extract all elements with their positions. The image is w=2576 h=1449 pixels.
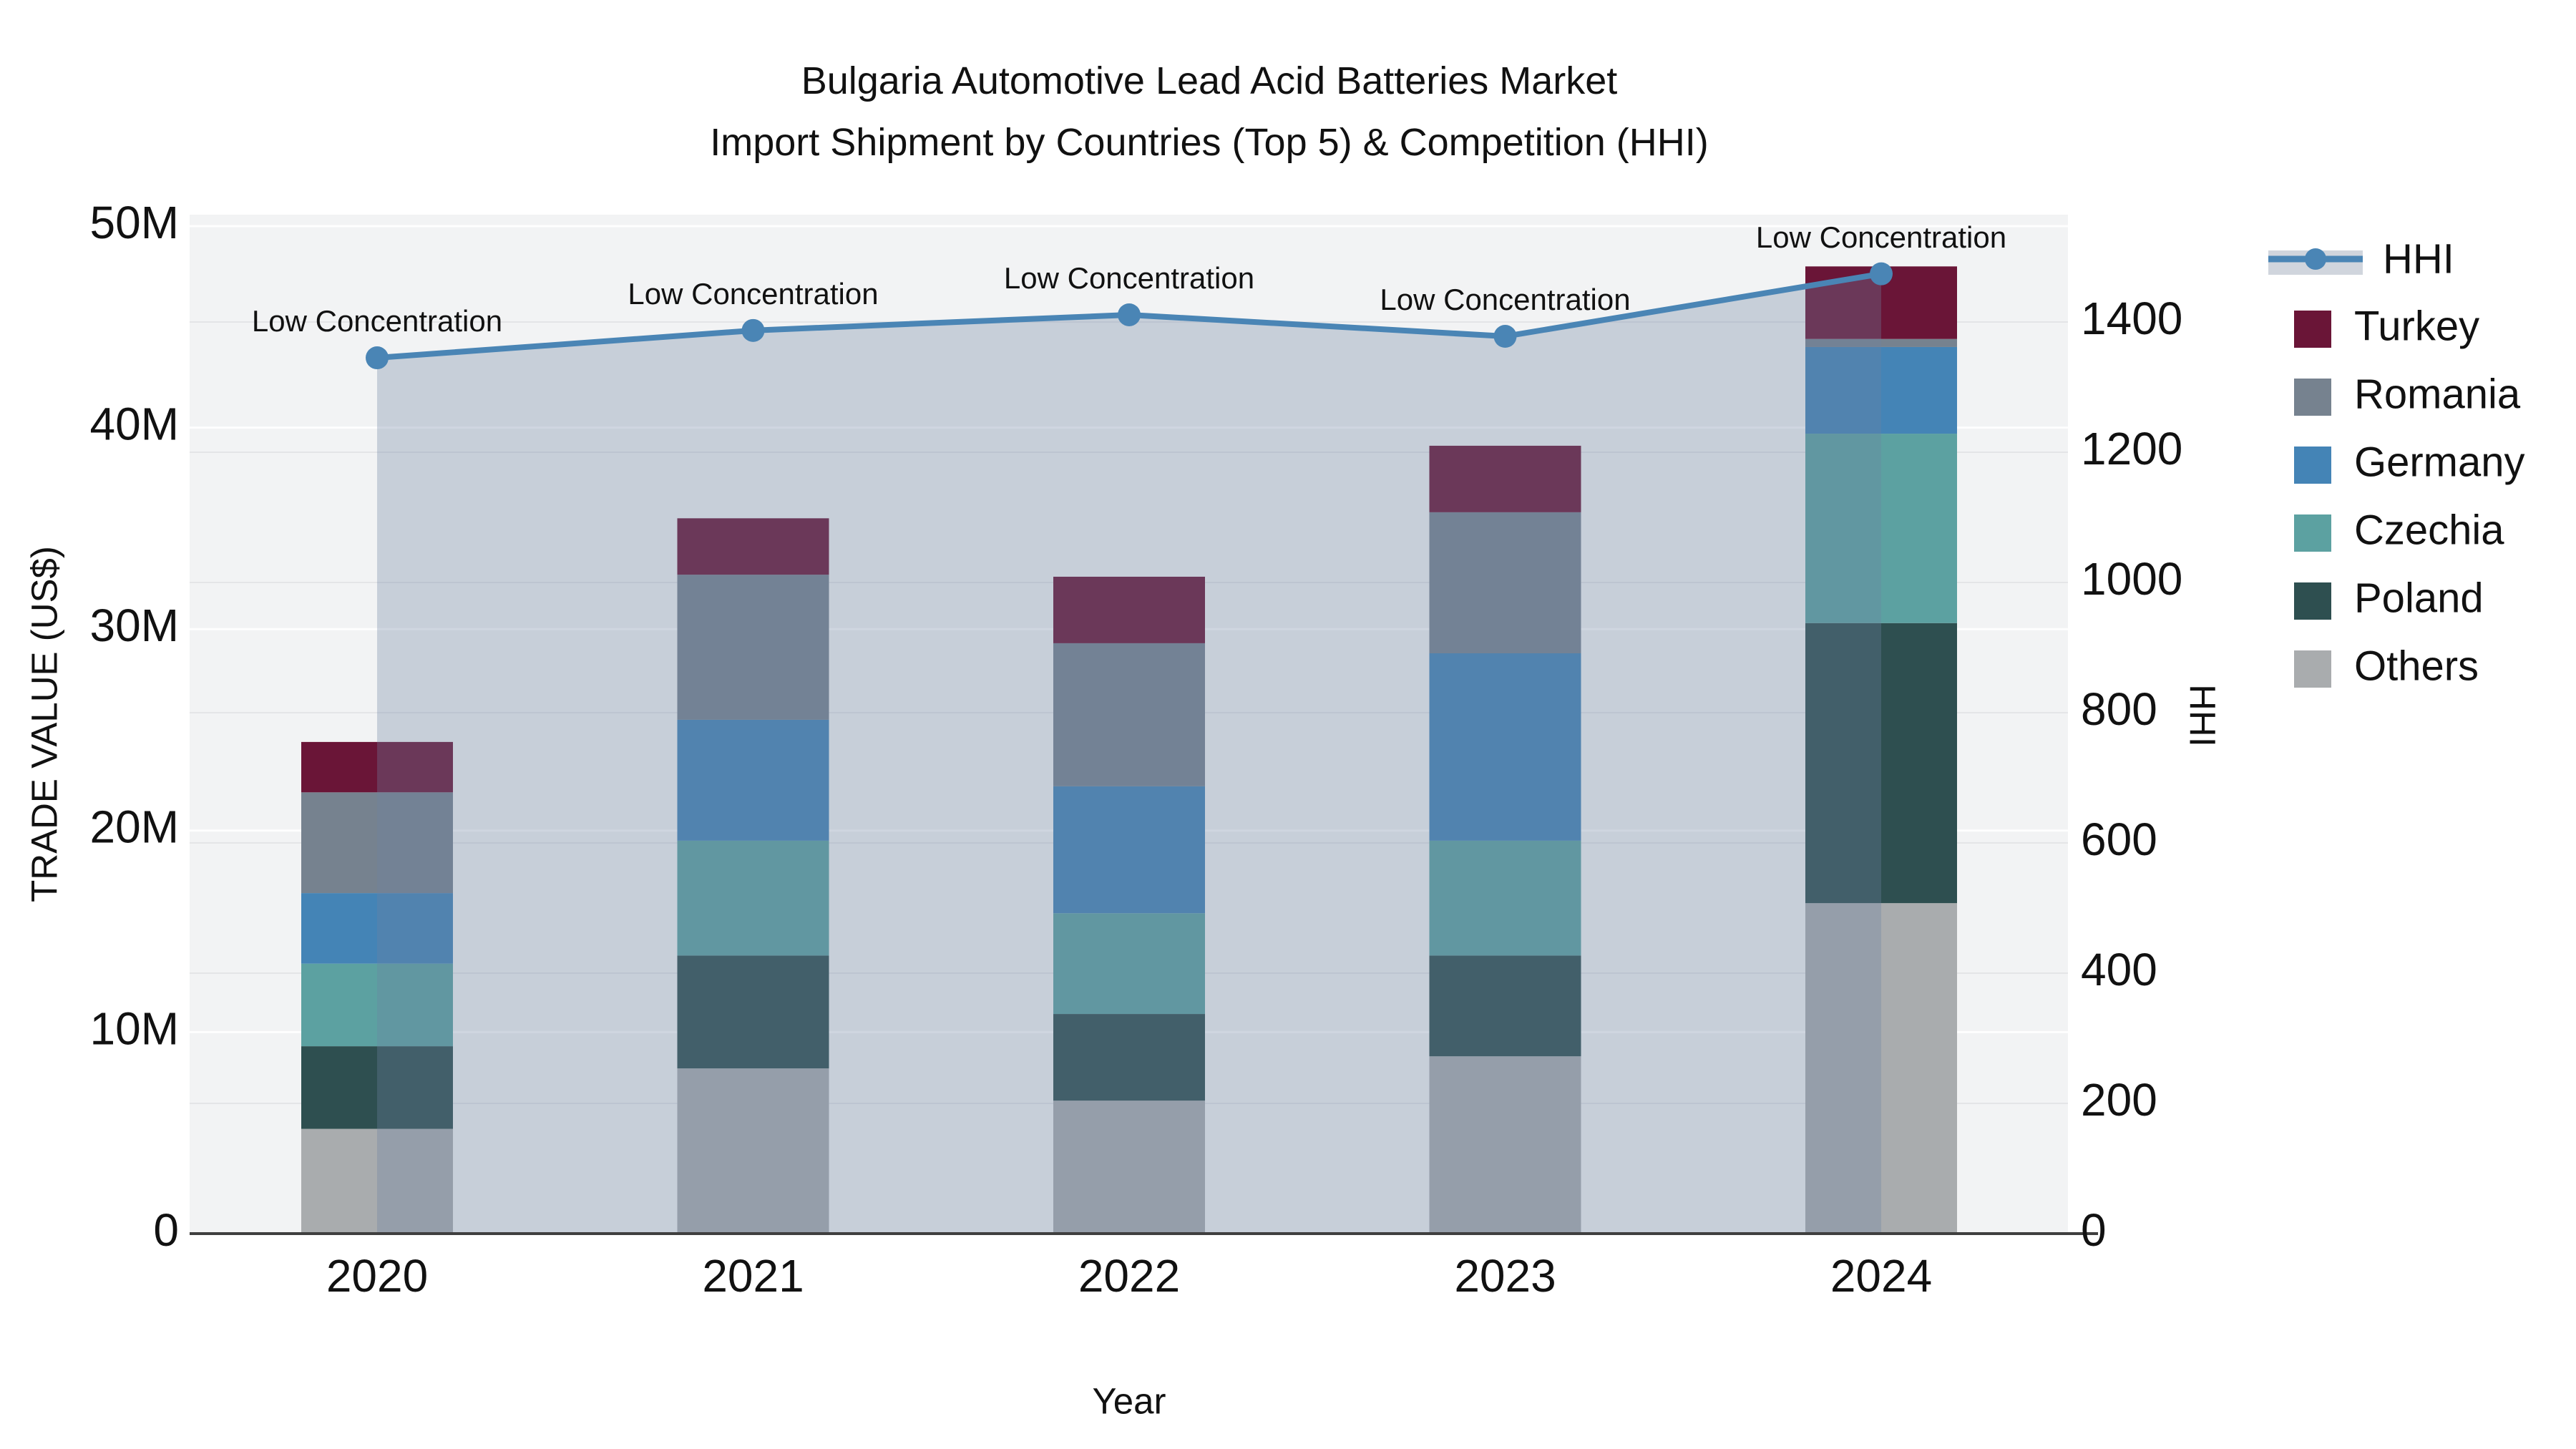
y-right-tick: 1000 bbox=[2081, 553, 2182, 605]
bar-segment-poland-2024[interactable] bbox=[1805, 623, 1957, 904]
bar-segment-romania-2020[interactable] bbox=[301, 792, 453, 894]
x-tick-2021: 2021 bbox=[702, 1250, 804, 1302]
hhi-area-fill bbox=[377, 273, 1881, 1234]
y-left-tick: 10M bbox=[90, 1002, 180, 1054]
annotation-low-concentration: Low Concentration bbox=[1004, 261, 1254, 295]
bar-segment-turkey-2022[interactable] bbox=[1053, 576, 1205, 643]
legend-label-czechia[interactable]: Czechia bbox=[2354, 507, 2504, 553]
hhi-marker-2023[interactable] bbox=[1493, 325, 1517, 348]
bar-segment-czechia-2021[interactable] bbox=[677, 840, 829, 956]
legend-label-others[interactable]: Others bbox=[2354, 643, 2479, 689]
hhi-marker-2022[interactable] bbox=[1118, 303, 1141, 326]
annotation-low-concentration: Low Concentration bbox=[628, 277, 878, 311]
bar-segment-turkey-2020[interactable] bbox=[301, 741, 453, 793]
legend-label-romania[interactable]: Romania bbox=[2354, 371, 2521, 417]
bar-segment-germany-2023[interactable] bbox=[1429, 653, 1581, 841]
bar-segment-romania-2024[interactable] bbox=[1805, 338, 1957, 347]
bar-segment-czechia-2023[interactable] bbox=[1429, 840, 1581, 956]
bar-segment-germany-2022[interactable] bbox=[1053, 786, 1205, 914]
legend-hhi-marker-swatch bbox=[2305, 248, 2326, 270]
legend-label-poland[interactable]: Poland bbox=[2354, 575, 2484, 621]
bar-segment-germany-2020[interactable] bbox=[301, 893, 453, 964]
annotation-low-concentration: Low Concentration bbox=[252, 304, 502, 338]
bar-segment-poland-2023[interactable] bbox=[1429, 955, 1581, 1057]
bar-segment-czechia-2020[interactable] bbox=[301, 963, 453, 1047]
x-tick-2024: 2024 bbox=[1830, 1250, 1932, 1302]
x-tick-2023: 2023 bbox=[1454, 1250, 1556, 1302]
hhi-marker-2021[interactable] bbox=[741, 318, 765, 342]
legend-label-germany[interactable]: Germany bbox=[2354, 439, 2525, 485]
y-left-tick: 20M bbox=[90, 801, 180, 853]
y-right-tick: 600 bbox=[2081, 814, 2157, 865]
legend-swatch-others[interactable] bbox=[2294, 650, 2331, 688]
bar-segment-others-2020[interactable] bbox=[301, 1128, 453, 1234]
x-tick-2020: 2020 bbox=[326, 1250, 428, 1302]
y-right-tick: 800 bbox=[2081, 683, 2157, 735]
bar-segment-poland-2020[interactable] bbox=[301, 1046, 453, 1129]
y-right-tick: 0 bbox=[2081, 1204, 2107, 1256]
bar-segment-others-2023[interactable] bbox=[1429, 1056, 1581, 1234]
bar-segment-turkey-2021[interactable] bbox=[677, 518, 829, 575]
y-right-tick: 400 bbox=[2081, 944, 2157, 995]
legend-swatch-turkey[interactable] bbox=[2294, 311, 2331, 348]
y-right-tick: 200 bbox=[2081, 1074, 2157, 1126]
chart-title: Bulgaria Automotive Lead Acid Batteries … bbox=[0, 50, 2419, 173]
y-right-tick: 1200 bbox=[2081, 423, 2182, 474]
legend-swatch-czechia[interactable] bbox=[2294, 514, 2331, 552]
bar-segment-poland-2022[interactable] bbox=[1053, 1014, 1205, 1101]
x-tick-2022: 2022 bbox=[1078, 1250, 1180, 1302]
bar-segment-romania-2023[interactable] bbox=[1429, 512, 1581, 653]
hhi-marker-2024[interactable] bbox=[1870, 262, 1893, 286]
legend-label-hhi[interactable]: HHI bbox=[2383, 235, 2454, 282]
annotation-low-concentration: Low Concentration bbox=[1756, 220, 2006, 254]
bar-segment-germany-2021[interactable] bbox=[677, 719, 829, 841]
bar-segment-czechia-2022[interactable] bbox=[1053, 913, 1205, 1015]
legend-swatch-romania[interactable] bbox=[2294, 379, 2331, 416]
y-left-tick: 0 bbox=[153, 1204, 179, 1256]
bar-segment-germany-2024[interactable] bbox=[1805, 346, 1957, 434]
bar-segment-others-2024[interactable] bbox=[1805, 903, 1957, 1234]
bar-segment-romania-2021[interactable] bbox=[677, 575, 829, 720]
x-axis-title: Year bbox=[1092, 1380, 1166, 1422]
bar-segment-turkey-2023[interactable] bbox=[1429, 445, 1581, 512]
legend-swatch-poland[interactable] bbox=[2294, 582, 2331, 620]
bar-segment-poland-2021[interactable] bbox=[677, 955, 829, 1069]
legend-label-turkey[interactable]: Turkey bbox=[2354, 303, 2479, 349]
y-left-tick: 30M bbox=[90, 600, 180, 651]
bar-segment-czechia-2024[interactable] bbox=[1805, 434, 1957, 623]
bar-segment-romania-2022[interactable] bbox=[1053, 643, 1205, 786]
chart-title-line2: Import Shipment by Countries (Top 5) & C… bbox=[710, 121, 1709, 164]
bar-segment-others-2022[interactable] bbox=[1053, 1101, 1205, 1234]
y-left-tick: 40M bbox=[90, 399, 180, 450]
bar-segment-others-2021[interactable] bbox=[677, 1068, 829, 1234]
chart-title-line1: Bulgaria Automotive Lead Acid Batteries … bbox=[801, 59, 1618, 102]
y-right-tick: 1400 bbox=[2081, 293, 2182, 344]
y-left-tick: 50M bbox=[90, 197, 180, 248]
hhi-marker-2020[interactable] bbox=[366, 346, 389, 370]
legend-swatch-germany[interactable] bbox=[2294, 447, 2331, 484]
annotation-low-concentration: Low Concentration bbox=[1380, 283, 1630, 316]
